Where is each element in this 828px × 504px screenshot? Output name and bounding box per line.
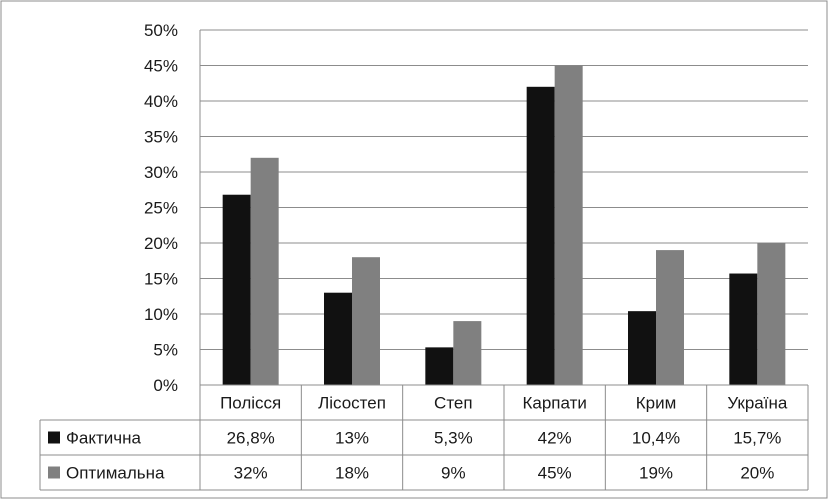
bar-actual <box>425 347 454 385</box>
bar-actual <box>729 273 758 385</box>
legend-label: Фактична <box>66 429 142 448</box>
data-label: 20% <box>740 464 774 483</box>
bar-actual <box>324 292 352 385</box>
y-tick-label: 35% <box>144 128 178 147</box>
data-label: 42% <box>538 429 572 448</box>
data-label: 26,8% <box>227 429 275 448</box>
y-tick-label: 50% <box>144 21 178 40</box>
data-label: 10,4% <box>632 429 680 448</box>
y-tick-label: 30% <box>144 163 178 182</box>
y-tick-label: 0% <box>153 376 178 395</box>
y-axis: 0% 5% 10% 15% 20% 25% 30% 35% 40% 45% 50% <box>144 21 201 395</box>
data-label: 32% <box>234 464 268 483</box>
y-tick-label: 25% <box>144 199 178 218</box>
data-label: 9% <box>441 464 466 483</box>
bar-actual <box>526 86 555 386</box>
legend-key <box>48 431 60 444</box>
legend-key <box>48 466 60 479</box>
data-table: Полісся Лісостеп Степ Карпати Крим Україна Фак… <box>39 384 809 491</box>
bar-actual <box>628 311 656 385</box>
category-label: Україна <box>727 394 787 413</box>
bar-optimal <box>250 157 279 385</box>
legend-label: Оптимальна <box>66 464 165 483</box>
bar-actual <box>222 194 251 385</box>
y-tick-label: 5% <box>153 341 178 360</box>
bar-optimal <box>453 321 482 385</box>
bars <box>222 65 786 386</box>
category-label: Карпати <box>522 394 586 413</box>
bar-optimal <box>352 257 380 385</box>
bar-optimal <box>656 250 684 385</box>
y-tick-label: 45% <box>144 57 178 76</box>
data-label: 18% <box>335 464 369 483</box>
category-label: Степ <box>434 394 473 413</box>
y-tick-label: 20% <box>144 234 178 253</box>
bar-optimal <box>554 65 583 385</box>
y-tick-label: 40% <box>144 92 178 111</box>
category-label: Крим <box>636 394 677 413</box>
category-label: Лісостеп <box>318 394 386 413</box>
data-label: 15,7% <box>733 429 781 448</box>
data-label: 13% <box>335 429 369 448</box>
data-label: 5,3% <box>434 429 473 448</box>
data-label: 45% <box>538 464 572 483</box>
data-label: 19% <box>639 464 673 483</box>
gridlines <box>200 29 808 350</box>
category-label: Полісся <box>220 394 281 413</box>
y-tick-label: 15% <box>144 270 178 289</box>
y-tick-label: 10% <box>144 305 178 324</box>
bar-optimal <box>757 243 786 385</box>
